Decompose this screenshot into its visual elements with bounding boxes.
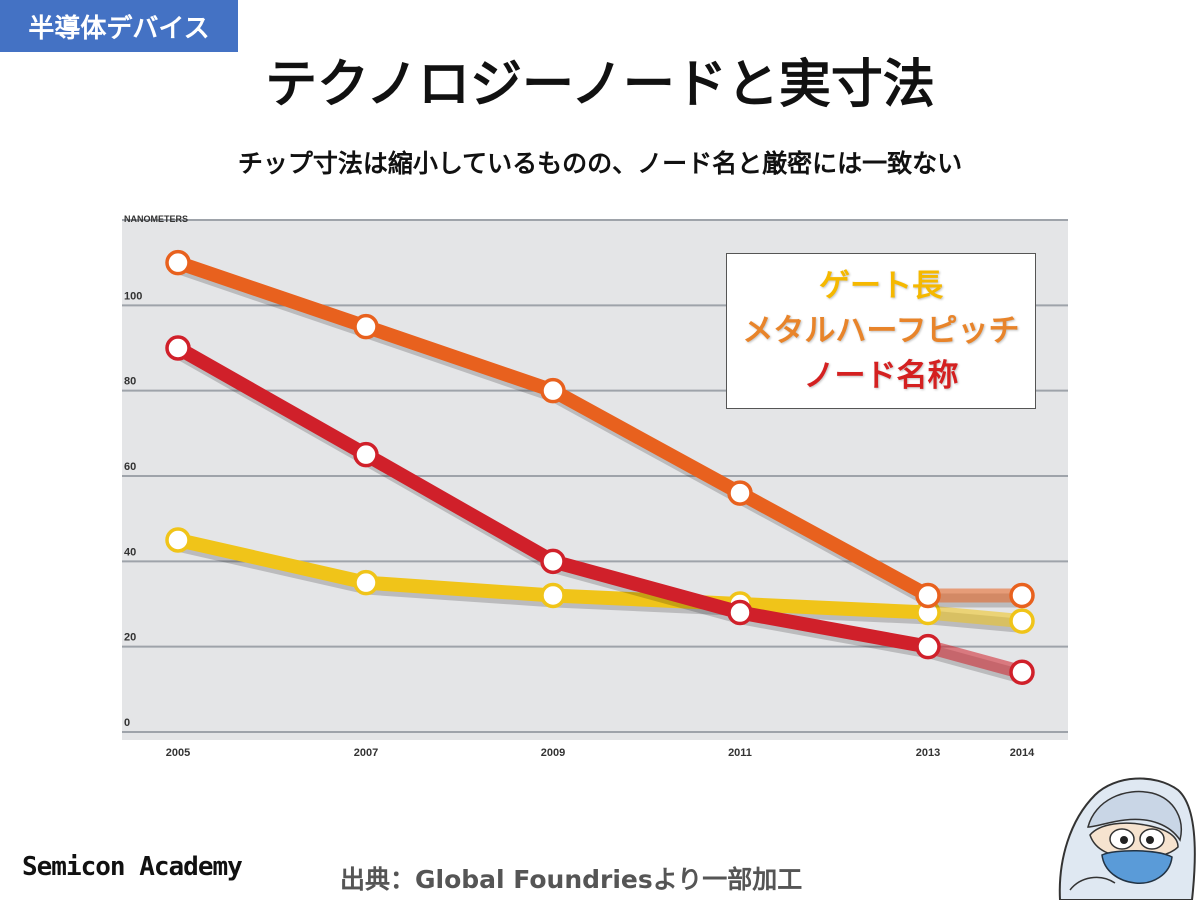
data-point	[540, 548, 566, 575]
legend-box: ゲート長 メタルハーフピッチ ノード名称	[726, 253, 1036, 409]
mascot-illustration	[1058, 777, 1196, 900]
x-tick-label: 2014	[1010, 747, 1035, 759]
data-point	[1009, 659, 1035, 686]
data-point	[727, 480, 753, 506]
data-point	[540, 377, 566, 404]
x-tick-label: 2009	[541, 747, 565, 759]
data-point	[540, 582, 566, 609]
source-credit: 出典：Global Foundriesより一部加工	[340, 865, 803, 894]
legend-entry-node-name: ノード名称	[803, 357, 959, 394]
series-line-projection	[921, 639, 1029, 680]
legend-entry-metal-half-pitch: メタルハーフピッチ	[742, 312, 1020, 349]
line-chart: 0 20 40 60 80 100 2005 2007 2009 2011 2013 2014 NAN…	[122, 214, 1068, 759]
section-tag: 半導体デバイス	[0, 0, 238, 52]
series-line-projection	[921, 605, 1029, 629]
data-point	[165, 527, 191, 553]
data-point	[915, 582, 941, 609]
data-point	[1009, 582, 1035, 609]
data-point	[1009, 608, 1035, 634]
data-point	[353, 313, 379, 340]
series-layer	[165, 249, 1035, 686]
series-gate-length	[165, 527, 1035, 634]
x-tick-label: 2007	[354, 747, 378, 759]
y-tick-label: 60	[124, 461, 136, 473]
data-point	[915, 633, 941, 660]
brand-logo: Semicon Academy	[22, 852, 243, 882]
data-point	[353, 441, 379, 468]
tick-layer: 0 20 40 60 80 100 2005 2007 2009 2011 2013 2014	[124, 290, 1035, 759]
x-tick-label: 2013	[916, 747, 940, 759]
page-subtitle: チップ寸法は縮小しているものの、ノード名と厳密には一致ない	[237, 149, 963, 178]
series-node-name	[165, 335, 1035, 686]
legend-entry-gate-length: ゲート長	[819, 267, 943, 304]
y-tick-label: 0	[124, 717, 130, 729]
y-tick-label: 80	[124, 376, 136, 388]
data-point	[353, 569, 379, 596]
y-tick-label: 100	[124, 290, 142, 302]
data-point	[727, 599, 753, 626]
page-title: テクノロジーノードと実寸法	[265, 55, 935, 115]
data-point	[165, 249, 191, 276]
series-metal-half-pitch	[165, 249, 1035, 609]
y-tick-label: 20	[124, 632, 136, 644]
x-tick-label: 2005	[166, 747, 190, 759]
y-axis-title: NANOMETERS	[124, 214, 188, 224]
data-point	[165, 335, 191, 361]
x-tick-label: 2011	[728, 747, 752, 759]
y-tick-label: 40	[124, 546, 136, 558]
